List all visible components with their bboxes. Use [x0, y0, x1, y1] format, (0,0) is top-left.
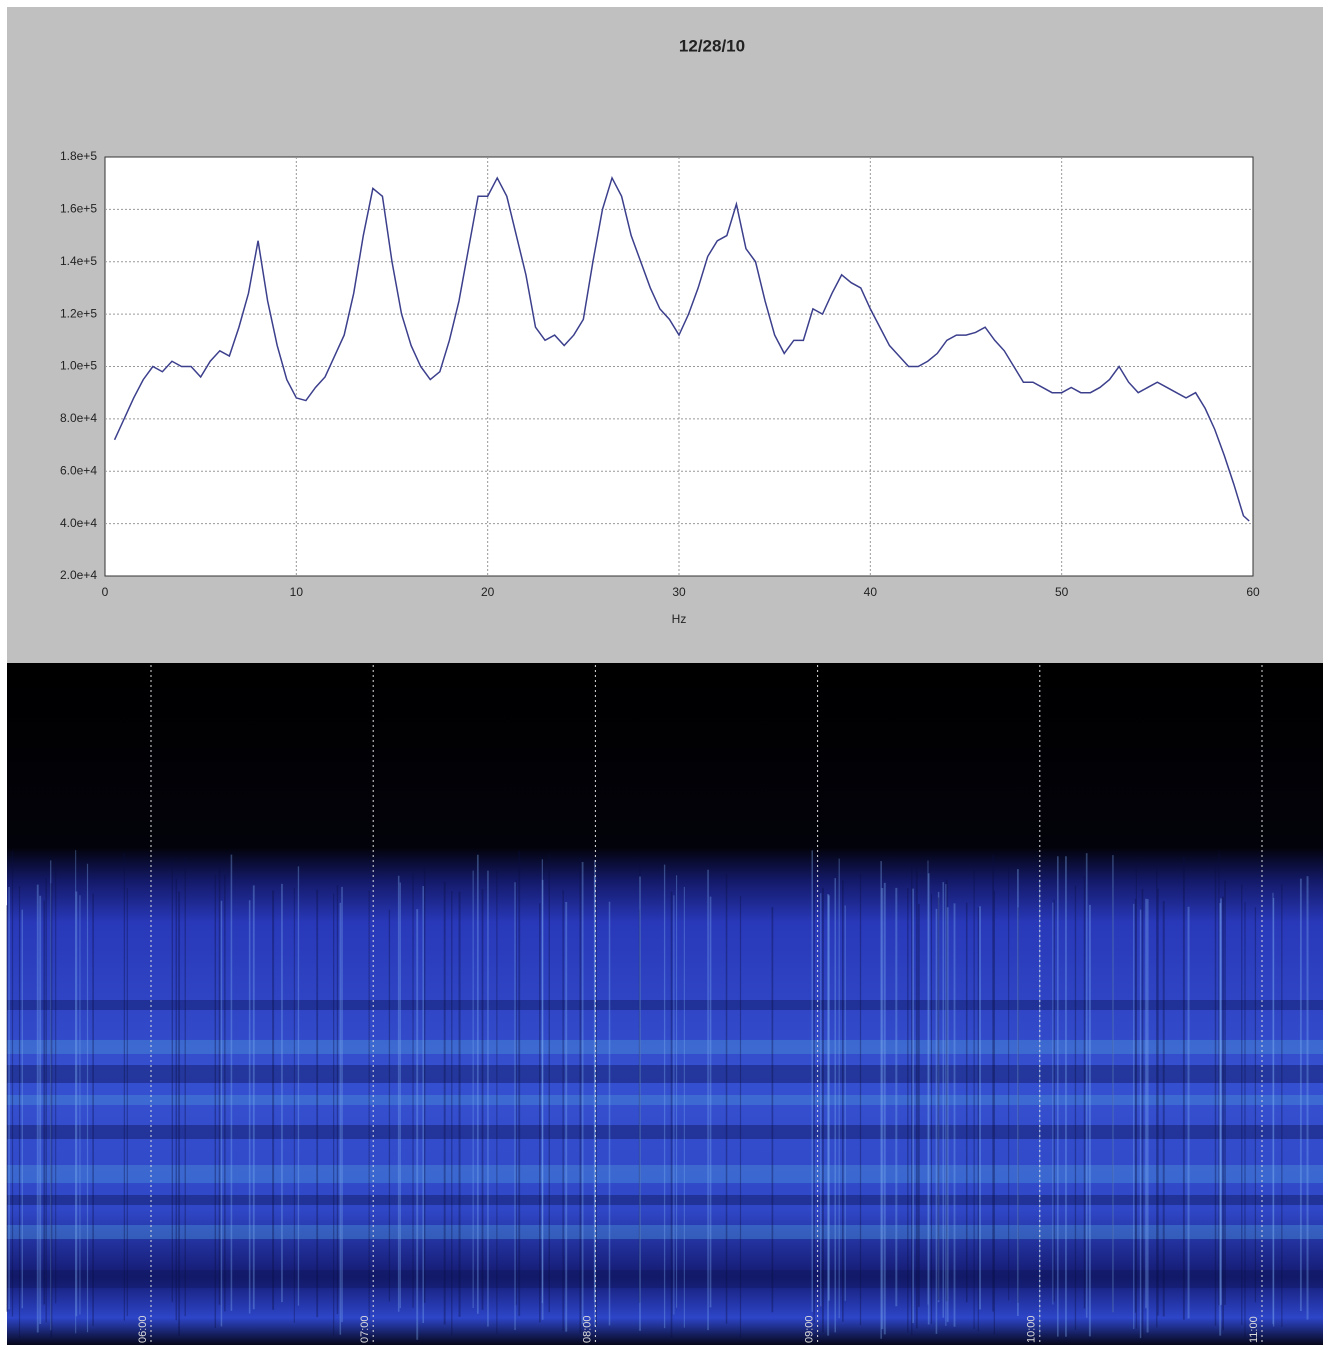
x-axis-label: Hz: [672, 612, 687, 626]
y-tick-label: 4.0e+4: [60, 516, 97, 530]
y-tick-label: 1.4e+5: [60, 254, 97, 268]
y-tick-label: 2.0e+4: [60, 568, 97, 582]
time-label: 10:00: [1026, 1315, 1038, 1343]
time-label: 08:00: [581, 1315, 593, 1343]
x-tick-label: 40: [864, 585, 878, 599]
y-tick-label: 6.0e+4: [60, 463, 97, 477]
time-label: 09:00: [804, 1315, 816, 1343]
chart-title: 12/28/10: [679, 36, 745, 55]
time-label: 06:00: [137, 1315, 149, 1343]
y-tick-label: 1.2e+5: [60, 306, 97, 320]
y-tick-label: 8.0e+4: [60, 411, 97, 425]
time-label: 11:00: [1248, 1316, 1260, 1343]
y-tick-label: 1.0e+5: [60, 359, 97, 373]
x-tick-label: 50: [1055, 585, 1069, 599]
x-tick-label: 0: [102, 585, 109, 599]
x-tick-label: 10: [290, 585, 304, 599]
x-tick-label: 20: [481, 585, 495, 599]
time-label: 07:00: [359, 1315, 371, 1343]
y-tick-label: 1.8e+5: [60, 149, 97, 163]
y-tick-label: 1.6e+5: [60, 202, 97, 216]
x-tick-label: 30: [672, 585, 686, 599]
page: 12/28/10 Hz 2.0e+4 4.0e+4 6.0e+4 8.0e+4 1.0e…: [0, 0, 1330, 1345]
x-tick-label: 60: [1246, 585, 1260, 599]
